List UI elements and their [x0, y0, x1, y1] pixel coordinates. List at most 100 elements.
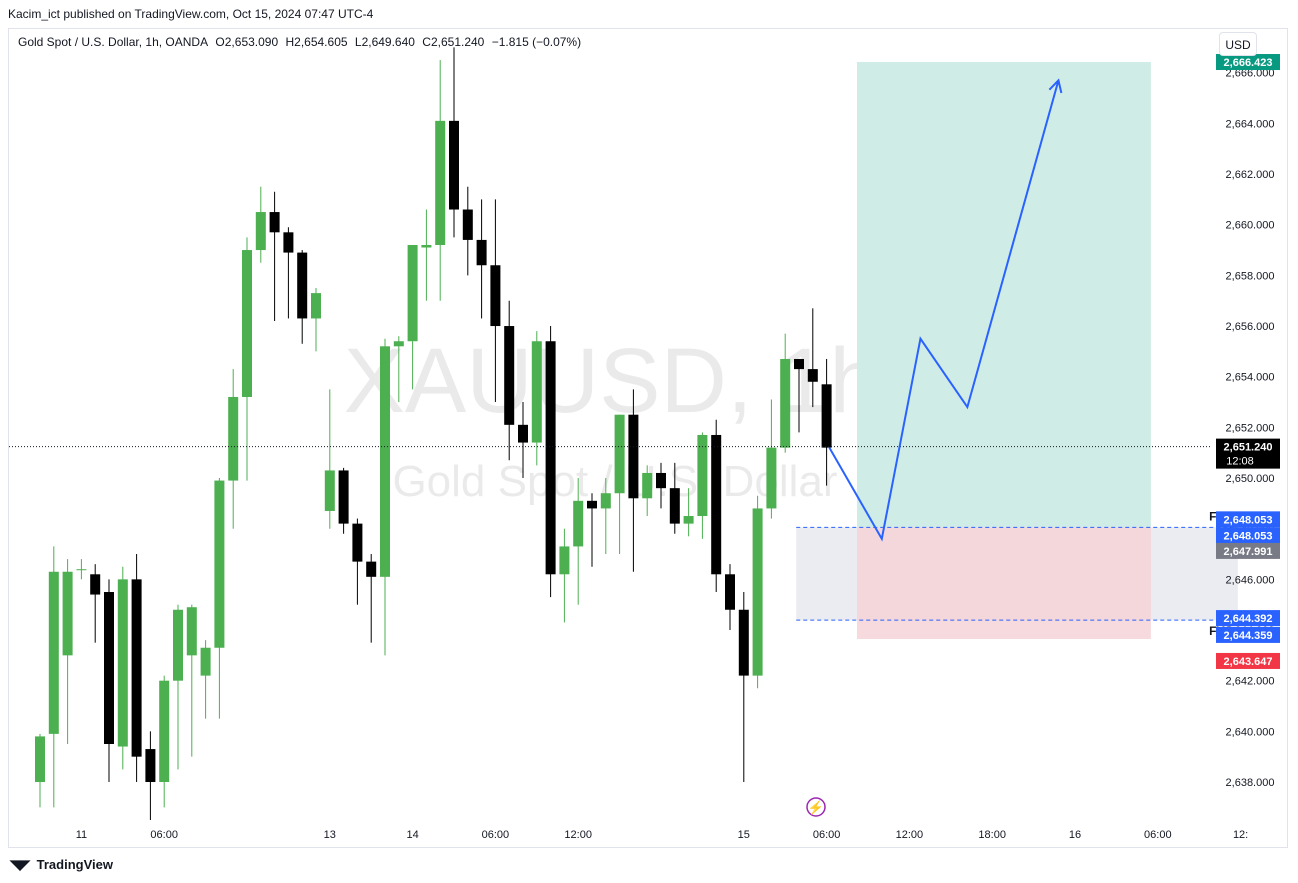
- lightning-icon: ⚡: [806, 797, 826, 817]
- stop-zone: [856, 527, 1151, 639]
- candle-down: [794, 358, 804, 370]
- last-price-label: 2,651.240: [1224, 442, 1273, 454]
- candle-up: [683, 516, 694, 524]
- candle-up: [600, 493, 611, 509]
- time-tick-label: 06:00: [482, 829, 510, 841]
- watermark-title: XAUUSD, 1h: [344, 330, 881, 432]
- candle-down: [462, 209, 473, 240]
- candle-up: [186, 607, 197, 656]
- candle-up: [780, 358, 791, 448]
- time-tick-label: 12:: [1233, 829, 1248, 841]
- candle-down: [821, 384, 832, 448]
- candle-down: [587, 500, 597, 509]
- candle-down: [449, 120, 459, 210]
- price-tick-label: 2,642.000: [1226, 676, 1275, 688]
- tradingview-logo-icon: ◥◤: [10, 857, 30, 872]
- zones-layer: [796, 62, 1238, 639]
- price-tick-label: 2,658.000: [1226, 270, 1275, 282]
- time-axis[interactable]: 11 06:00 13 14 06:00 12:00 15 06:00 12:00 18:00 16…: [76, 829, 1249, 841]
- price-tag: 2,644.359: [1224, 630, 1273, 642]
- candle-up: [435, 120, 446, 245]
- time-tick-label: 13: [324, 829, 336, 841]
- candle-up: [255, 212, 266, 251]
- candle-up: [48, 571, 59, 734]
- price-tick-label: 2,660.000: [1226, 220, 1275, 232]
- price-tick-label: 2,666.000: [1226, 68, 1275, 80]
- legend-symbol[interactable]: Gold Spot / U.S. Dollar, 1h, OANDA: [18, 35, 209, 49]
- target-price-label-bg: [1216, 54, 1280, 71]
- candle-down: [476, 239, 487, 266]
- candle-down: [545, 341, 556, 575]
- price-tick-label: 2,664.000: [1226, 118, 1275, 130]
- candle-down: [90, 574, 101, 595]
- price-tag-bg: [1216, 652, 1280, 669]
- candle-up: [573, 500, 584, 547]
- price-tag: 2,644.392: [1224, 613, 1273, 625]
- tradingview-logo[interactable]: ◥◤ TradingView: [10, 857, 113, 873]
- legend-change: −1.815 (−0.07%): [491, 35, 582, 49]
- price-tick-label: 2,652.000: [1226, 422, 1275, 434]
- candle-down: [269, 212, 280, 233]
- time-tick-label: 12:00: [896, 829, 924, 841]
- legend-close: C2,651.240: [422, 35, 485, 49]
- price-tick-label: 2,638.000: [1226, 777, 1275, 789]
- legend-open: O2,653.090: [215, 35, 279, 49]
- time-tick-label: 11: [76, 829, 87, 841]
- price-tag-bg: [1216, 527, 1280, 544]
- candle-down: [518, 424, 528, 443]
- price-tick-label: 2,650.000: [1226, 473, 1275, 485]
- price-tick-label: 2,662.000: [1226, 169, 1275, 181]
- candle-down: [104, 592, 114, 745]
- candle-up: [35, 736, 45, 783]
- time-tick-label: 18:00: [978, 829, 1006, 841]
- target-zone: [856, 62, 1151, 528]
- candle-up: [311, 293, 321, 319]
- price-axis[interactable]: 2,638.0002,640.0002,642.0002,644.0002,64…: [1216, 54, 1280, 789]
- price-tag: 2,648.053: [1224, 514, 1273, 526]
- currency-button[interactable]: USD: [1219, 32, 1257, 56]
- candle-down: [656, 472, 666, 489]
- candle-down: [366, 561, 377, 577]
- candle-up: [173, 609, 183, 681]
- candle-up: [531, 341, 542, 443]
- projection-arrowhead-icon: [1048, 78, 1063, 94]
- candle-down: [297, 252, 308, 319]
- candle-down: [628, 414, 639, 499]
- candle-up: [228, 396, 239, 481]
- candle-down: [738, 609, 749, 676]
- time-tick-label: 06:00: [813, 829, 841, 841]
- price-tag-bg: [1216, 511, 1280, 528]
- candle-up: [242, 250, 252, 397]
- candle-up: [117, 579, 128, 747]
- candle-up: [76, 569, 87, 571]
- price-tag-bg: [1216, 610, 1280, 627]
- candle-up: [214, 480, 225, 648]
- candle-up: [159, 680, 170, 783]
- candle-down: [725, 574, 735, 610]
- price-tick-label: 2,656.000: [1226, 321, 1275, 333]
- candle-down: [669, 488, 680, 524]
- publisher-line: Kacim_ict published on TradingView.com, …: [8, 7, 374, 21]
- price-tag: 2,643.647: [1224, 656, 1273, 668]
- time-tick-label: 06:00: [1144, 829, 1172, 841]
- price-tick-label: 2,640.000: [1226, 726, 1275, 738]
- last-price-bg: [1216, 438, 1280, 469]
- time-tick-label: 14: [406, 829, 418, 841]
- candle-up: [766, 447, 777, 509]
- candle-up: [421, 244, 432, 248]
- candle-up: [407, 244, 418, 342]
- price-tag: 2,648.053: [1224, 530, 1273, 542]
- candle-up: [62, 571, 73, 656]
- candle-down: [490, 265, 501, 327]
- candle-down: [283, 232, 294, 253]
- time-tick-label: 06:00: [150, 829, 178, 841]
- countdown-label: 12:08: [1226, 456, 1254, 468]
- candles-layer: [35, 47, 832, 820]
- candle-down: [352, 523, 363, 562]
- candle-up: [752, 508, 763, 676]
- candle-up: [697, 434, 708, 517]
- price-tick-label: 2,646.000: [1226, 574, 1275, 586]
- candle-down: [504, 326, 515, 425]
